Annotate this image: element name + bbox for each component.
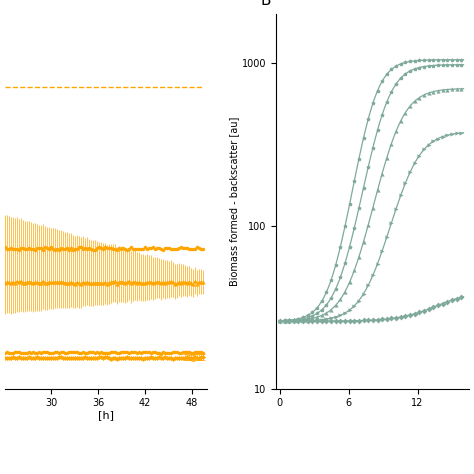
Legend: 0 mM, 2 mM, 4 mM, 6 mM, 8 mM: 0 mM, 2 mM, 4 mM, 6 mM, 8 mM [5, 471, 123, 474]
Y-axis label: Biomass formed - backscatter [au]: Biomass formed - backscatter [au] [229, 117, 239, 286]
X-axis label: [h]: [h] [98, 410, 114, 420]
Text: B: B [261, 0, 272, 8]
